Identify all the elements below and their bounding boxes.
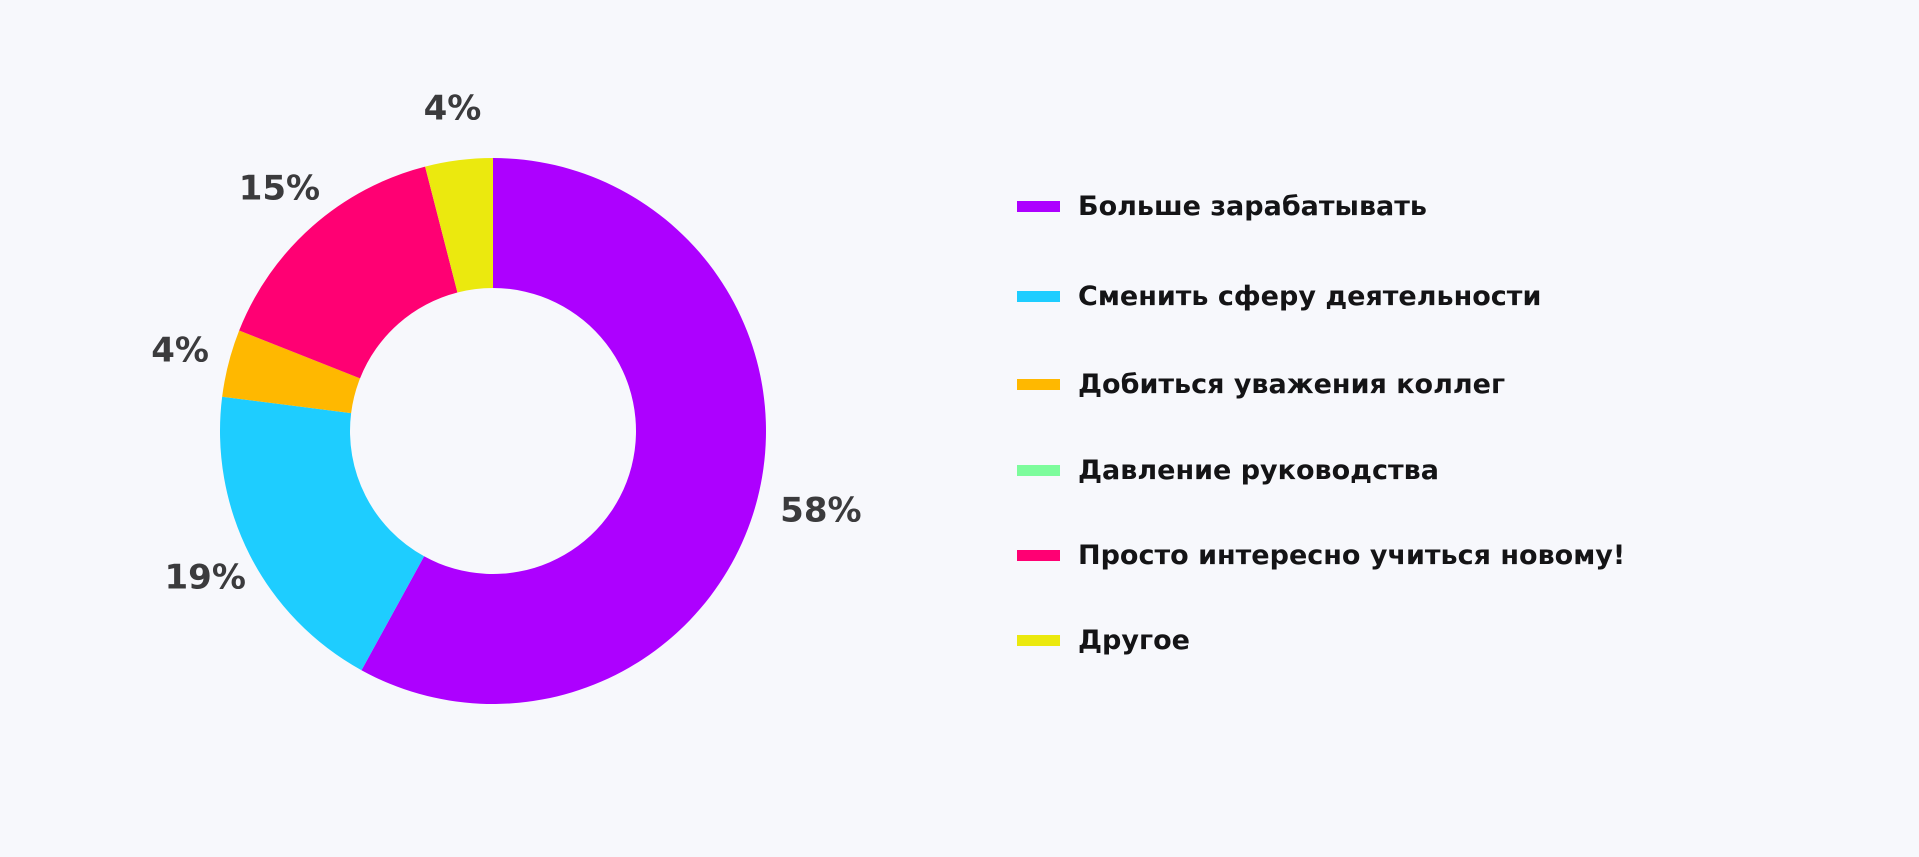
legend-item-1: Сменить сферу деятельности <box>1017 276 1541 316</box>
legend-swatch-2 <box>1017 378 1060 390</box>
slice-5[interactable] <box>425 158 493 293</box>
legend: Больше зарабатывать Сменить сферу деятель… <box>1017 0 1897 857</box>
legend-swatch-1 <box>1017 290 1060 302</box>
legend-label-3: Давление руководства <box>1078 454 1439 486</box>
legend-label-2: Добиться уважения коллег <box>1078 368 1506 400</box>
slice-4[interactable] <box>239 166 458 379</box>
slice-label-1: 19% <box>165 558 246 598</box>
legend-item-5: Другое <box>1017 620 1190 660</box>
slice-1[interactable] <box>219 396 425 671</box>
donut-chart: 58% 19% 4% 15% 4% <box>151 89 862 704</box>
legend-label-5: Другое <box>1078 624 1190 656</box>
slice-label-5: 4% <box>424 89 482 129</box>
legend-item-4: Просто интересно учиться новому! <box>1017 535 1625 575</box>
legend-label-4: Просто интересно учиться новому! <box>1078 539 1626 571</box>
legend-item-0: Больше зарабатывать <box>1017 186 1427 226</box>
slice-label-0: 58% <box>780 490 861 530</box>
slice-2[interactable] <box>222 330 361 414</box>
slice-0[interactable] <box>361 158 766 704</box>
legend-label-0: Больше зарабатывать <box>1078 190 1427 222</box>
legend-swatch-5 <box>1017 634 1060 646</box>
legend-label-1: Сменить сферу деятельности <box>1078 280 1542 312</box>
slice-label-4: 15% <box>239 169 320 209</box>
legend-item-3: Давление руководства <box>1017 450 1439 490</box>
slice-label-2: 4% <box>151 331 209 371</box>
legend-swatch-4 <box>1017 549 1060 561</box>
legend-item-2: Добиться уважения коллег <box>1017 364 1505 404</box>
legend-swatch-3 <box>1017 464 1060 476</box>
legend-swatch-0 <box>1017 200 1060 212</box>
